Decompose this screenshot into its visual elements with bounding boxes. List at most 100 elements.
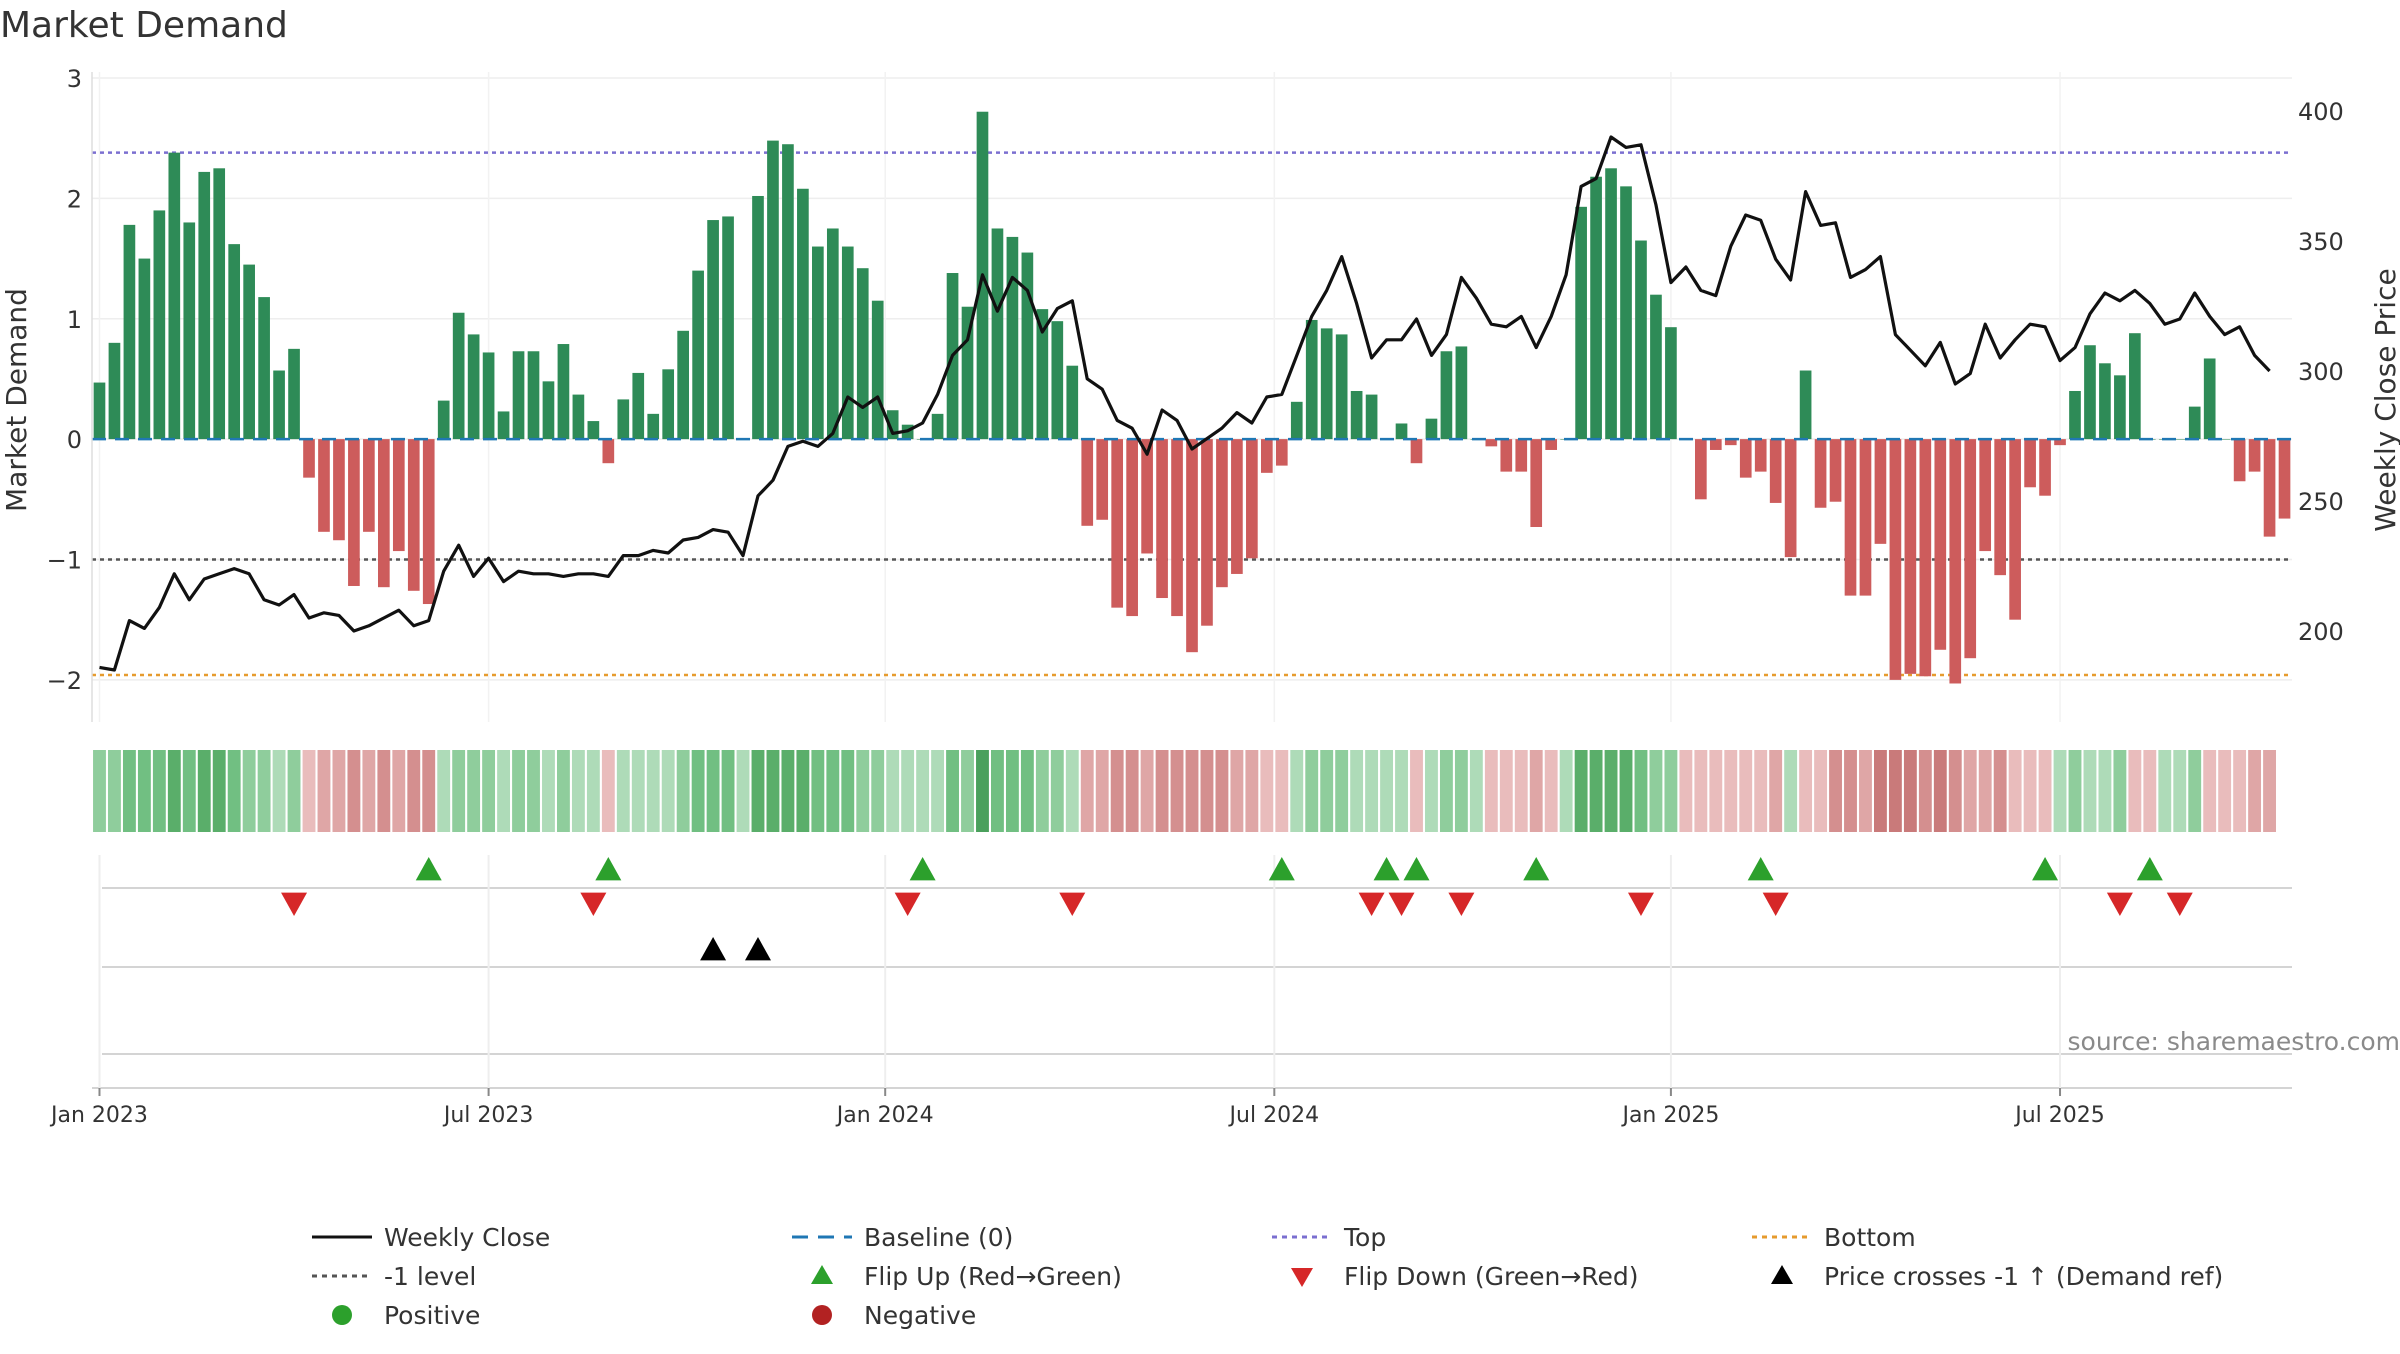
strip-cell — [377, 750, 390, 832]
right-axis-label: Weekly Close Price — [2369, 268, 2400, 531]
chart-title: Market Demand — [0, 5, 288, 46]
left-tick-label: 1 — [67, 306, 82, 334]
strip-cell — [931, 750, 944, 832]
negative-bar — [2279, 439, 2291, 518]
strip-cell — [2218, 750, 2231, 832]
strip-cell — [916, 750, 929, 832]
strip-cell — [1215, 750, 1228, 832]
strip-cell — [1171, 750, 1184, 832]
strip-cell — [2069, 750, 2082, 832]
strip-cell — [1335, 750, 1348, 832]
strip-cell — [2188, 750, 2201, 832]
flip-down-marker — [2107, 893, 2133, 916]
flip-up-marker — [1748, 857, 1774, 880]
negative-bar — [423, 439, 435, 604]
strip-cell — [318, 750, 331, 832]
strip-cell — [1006, 750, 1019, 832]
strip-cell — [1814, 750, 1827, 832]
positive-bar — [168, 153, 180, 439]
strip-cell — [288, 750, 301, 832]
strip-cell — [617, 750, 630, 832]
positive-bar — [632, 373, 644, 439]
negative-bar — [1919, 439, 1931, 676]
strip-cell — [1470, 750, 1483, 832]
negative-bar — [1515, 439, 1527, 472]
legend-label: Baseline (0) — [864, 1223, 1013, 1252]
strip-cell — [1560, 750, 1573, 832]
cross-up-marker — [745, 937, 771, 960]
strip-cell — [1590, 750, 1603, 832]
strip-cell — [542, 750, 555, 832]
negative-bar — [1545, 439, 1557, 450]
strip-cell — [1799, 750, 1812, 832]
strip-cell — [1844, 750, 1857, 832]
positive-bar — [782, 144, 794, 439]
strip-cell — [2248, 750, 2261, 832]
negative-bar — [1081, 439, 1093, 526]
positive-bar — [139, 259, 151, 440]
strip-cell — [2173, 750, 2186, 832]
strip-cell — [228, 750, 241, 832]
positive-bar — [438, 401, 450, 440]
strip-cell — [1679, 750, 1692, 832]
strip-cell — [2113, 750, 2126, 832]
strip-cell — [781, 750, 794, 832]
strip-cell — [1051, 750, 1064, 832]
positive-bar — [647, 414, 659, 439]
positive-bar — [543, 381, 555, 439]
positive-bar — [1066, 366, 1078, 439]
x-tick-label: Jul 2024 — [1228, 1103, 1320, 1128]
positive-bar — [992, 228, 1004, 439]
negative-bar — [1530, 439, 1542, 527]
strip-cell — [2009, 750, 2022, 832]
legend-item-positive: Positive — [332, 1301, 480, 1330]
negative-bar — [1111, 439, 1123, 608]
strip-cell — [946, 750, 959, 832]
flip-up-marker — [1269, 857, 1295, 880]
positive-bar — [1650, 295, 1662, 439]
strip-cell — [587, 750, 600, 832]
strip-cell — [886, 750, 899, 832]
flip-up-marker — [595, 857, 621, 880]
flip-down-marker — [1389, 893, 1415, 916]
negative-bar — [1695, 439, 1707, 499]
strip-cell — [1111, 750, 1124, 832]
strip-cell — [1515, 750, 1528, 832]
strip-cell — [1395, 750, 1408, 832]
strip-cell — [871, 750, 884, 832]
positive-bar — [453, 313, 465, 439]
positive-bar — [2099, 363, 2111, 439]
legend-item-weekly-close: Weekly Close — [312, 1223, 550, 1252]
negative-bar — [1171, 439, 1183, 616]
positive-bar — [2069, 391, 2081, 439]
x-tick-label: Jul 2025 — [2013, 1103, 2105, 1128]
strip-cell — [1455, 750, 1468, 832]
negative-bar — [393, 439, 405, 551]
negative-bar — [1830, 439, 1842, 502]
strip-cell — [841, 750, 854, 832]
positive-bar — [2129, 333, 2141, 439]
legend-label: Flip Down (Green→Red) — [1344, 1262, 1639, 1291]
negative-bar — [333, 439, 345, 540]
legend-item-minus-one: -1 level — [312, 1262, 476, 1291]
strip-cell — [1620, 750, 1633, 832]
source-label: source: sharemaestro.com — [2068, 1027, 2400, 1056]
flip-down-marker — [580, 893, 606, 916]
strip-cell — [1934, 750, 1947, 832]
strip-cell — [2098, 750, 2111, 832]
positive-bar — [827, 228, 839, 439]
strip-cell — [1290, 750, 1303, 832]
positive-bar — [1022, 253, 1034, 440]
positive-bar — [797, 189, 809, 439]
strip-cell — [1201, 750, 1214, 832]
positive-bar — [767, 141, 779, 440]
strip-cell — [1904, 750, 1917, 832]
strip-cell — [1754, 750, 1767, 832]
flip-down-marker — [895, 893, 921, 916]
strip-cell — [1081, 750, 1094, 832]
strip-cell — [392, 750, 405, 832]
strip-cell — [1784, 750, 1797, 832]
